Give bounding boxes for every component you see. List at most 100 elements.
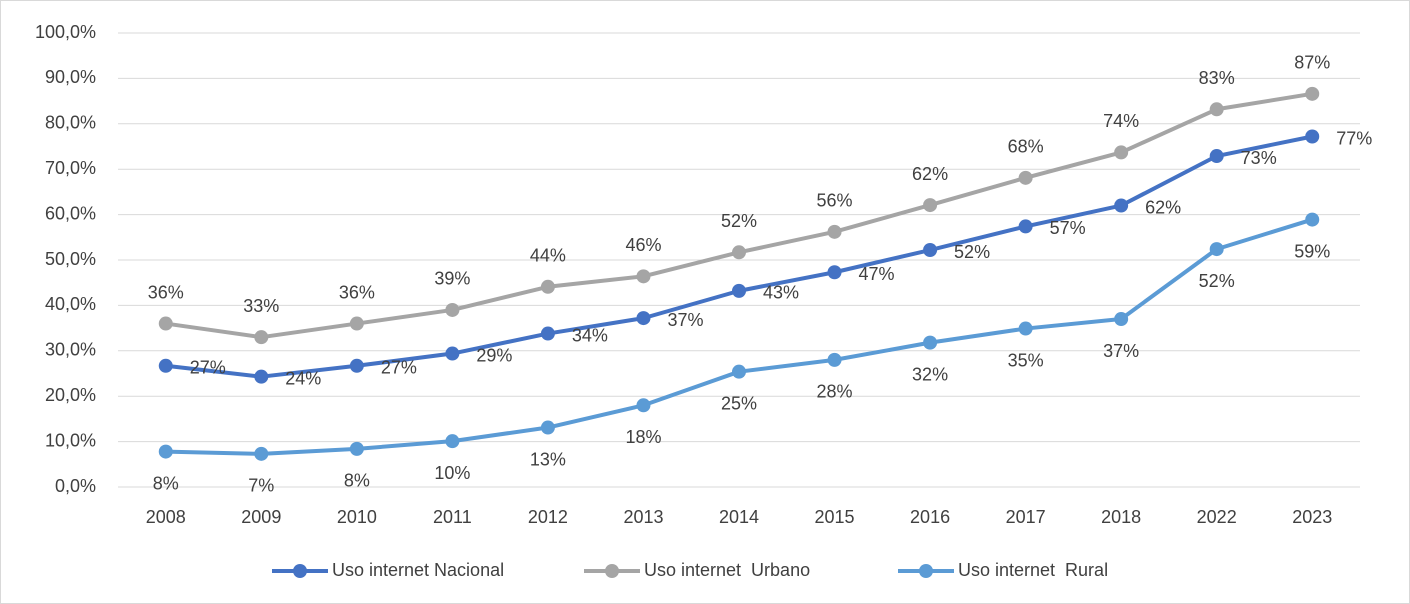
marker bbox=[158, 316, 173, 331]
y-tick-label: 70,0% bbox=[45, 158, 96, 178]
x-tick-label: 2009 bbox=[241, 507, 281, 527]
x-tick-label: 2015 bbox=[815, 507, 855, 527]
marker bbox=[827, 224, 842, 239]
marker bbox=[636, 269, 651, 284]
y-tick-label: 60,0% bbox=[45, 203, 96, 223]
marker bbox=[827, 352, 842, 367]
marker bbox=[540, 326, 555, 341]
marker bbox=[254, 446, 269, 461]
x-tick-label: 2011 bbox=[433, 507, 472, 527]
data-label: 37% bbox=[667, 310, 703, 330]
data-label: 83% bbox=[1199, 68, 1235, 88]
marker bbox=[1209, 242, 1224, 257]
marker bbox=[445, 434, 460, 449]
marker bbox=[254, 330, 269, 345]
marker bbox=[827, 265, 842, 280]
x-tick-label: 2008 bbox=[146, 507, 186, 527]
data-label: 34% bbox=[572, 325, 608, 345]
marker bbox=[349, 441, 364, 456]
x-tick-label: 2014 bbox=[719, 507, 759, 527]
marker bbox=[1114, 145, 1129, 160]
marker bbox=[1114, 198, 1129, 213]
legend-marker bbox=[605, 564, 619, 578]
marker bbox=[923, 243, 938, 258]
data-label: 62% bbox=[912, 164, 948, 184]
x-tick-label: 2023 bbox=[1292, 507, 1332, 527]
y-tick-label: 10,0% bbox=[45, 430, 96, 450]
data-label: 74% bbox=[1103, 111, 1139, 131]
marker bbox=[1209, 102, 1224, 117]
marker bbox=[158, 444, 173, 459]
data-label: 52% bbox=[954, 242, 990, 262]
marker bbox=[1018, 170, 1033, 185]
data-label: 39% bbox=[434, 269, 470, 289]
marker bbox=[540, 279, 555, 294]
marker bbox=[1018, 321, 1033, 336]
marker bbox=[349, 316, 364, 331]
y-tick-label: 50,0% bbox=[45, 249, 96, 269]
data-label: 36% bbox=[148, 282, 184, 302]
data-label: 46% bbox=[625, 235, 661, 255]
data-label: 36% bbox=[339, 282, 375, 302]
legend-label: Uso internet Rural bbox=[958, 560, 1108, 580]
legend-label: Uso internet Nacional bbox=[332, 560, 504, 580]
data-label: 62% bbox=[1145, 197, 1181, 217]
data-label: 18% bbox=[625, 427, 661, 447]
data-label: 52% bbox=[721, 211, 757, 231]
marker bbox=[923, 335, 938, 350]
marker bbox=[349, 358, 364, 373]
data-label: 13% bbox=[530, 449, 566, 469]
data-label: 77% bbox=[1336, 128, 1372, 148]
x-tick-label: 2016 bbox=[910, 507, 950, 527]
data-label: 44% bbox=[530, 246, 566, 266]
data-label: 32% bbox=[912, 364, 948, 384]
data-label: 27% bbox=[190, 358, 226, 378]
data-label: 7% bbox=[248, 476, 274, 496]
data-label: 8% bbox=[344, 471, 370, 491]
marker bbox=[1305, 212, 1320, 227]
data-label: 35% bbox=[1008, 350, 1044, 370]
marker bbox=[445, 346, 460, 361]
marker bbox=[1209, 149, 1224, 164]
y-tick-label: 90,0% bbox=[45, 67, 96, 87]
x-tick-label: 2022 bbox=[1197, 507, 1237, 527]
y-tick-label: 80,0% bbox=[45, 113, 96, 133]
x-tick-label: 2012 bbox=[528, 507, 568, 527]
marker bbox=[732, 364, 746, 379]
marker bbox=[1305, 129, 1320, 144]
data-label: 43% bbox=[763, 283, 799, 303]
data-label: 56% bbox=[817, 191, 853, 211]
data-label: 28% bbox=[817, 382, 853, 402]
x-tick-label: 2013 bbox=[623, 507, 663, 527]
marker bbox=[636, 311, 651, 326]
marker bbox=[732, 245, 746, 260]
y-tick-label: 100,0% bbox=[35, 22, 96, 42]
legend-marker bbox=[919, 564, 933, 578]
data-label: 52% bbox=[1199, 271, 1235, 291]
x-tick-label: 2018 bbox=[1101, 507, 1141, 527]
y-tick-label: 40,0% bbox=[45, 294, 96, 314]
data-label: 25% bbox=[721, 393, 757, 413]
data-label: 68% bbox=[1008, 137, 1044, 157]
y-tick-label: 20,0% bbox=[45, 385, 96, 405]
marker bbox=[540, 420, 555, 435]
x-tick-label: 2017 bbox=[1006, 507, 1046, 527]
marker bbox=[923, 198, 938, 213]
marker bbox=[1114, 312, 1129, 327]
data-label: 59% bbox=[1294, 241, 1330, 261]
marker bbox=[158, 358, 173, 373]
data-label: 47% bbox=[859, 264, 895, 284]
x-tick-label: 2010 bbox=[337, 507, 377, 527]
marker bbox=[445, 302, 460, 317]
data-label: 73% bbox=[1241, 148, 1277, 168]
marker bbox=[1305, 86, 1320, 101]
marker bbox=[732, 283, 746, 298]
data-label: 37% bbox=[1103, 341, 1139, 361]
data-label: 57% bbox=[1050, 218, 1086, 238]
marker bbox=[1018, 219, 1033, 234]
data-label: 87% bbox=[1294, 53, 1330, 73]
legend-marker bbox=[293, 564, 307, 578]
marker bbox=[254, 369, 269, 384]
data-label: 10% bbox=[434, 463, 470, 483]
